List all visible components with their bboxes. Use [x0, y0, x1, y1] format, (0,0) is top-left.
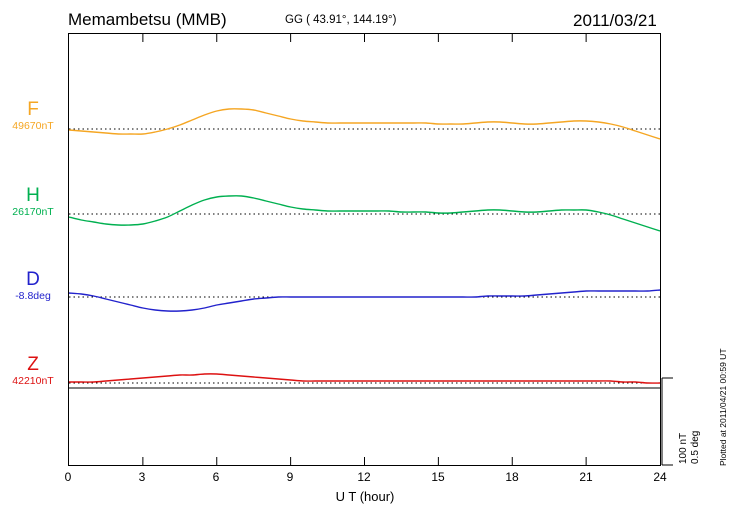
component-letter-Z: Z	[27, 354, 39, 375]
xtick-3: 3	[138, 470, 146, 484]
trace-F	[69, 108, 660, 140]
xtick-24: 24	[653, 470, 667, 484]
component-label-F: F 49670nT	[0, 100, 66, 133]
x-axis-label: U T (hour)	[335, 489, 395, 504]
magnetogram-traces	[69, 34, 660, 465]
component-label-D: D -8.8deg	[0, 270, 66, 303]
component-letter-F: F	[27, 99, 39, 120]
scale-label-deg: 0.5 deg	[690, 430, 701, 464]
trace-H	[69, 195, 660, 232]
component-label-H: H 26170nT	[0, 186, 66, 219]
scale-bar: 100 nT 0.5 deg	[661, 377, 701, 466]
xtick-15: 15	[431, 470, 445, 484]
trace-D	[69, 289, 660, 312]
component-letter-D: D	[26, 269, 40, 290]
date-label: 2011/03/21	[573, 11, 657, 30]
component-baseline-Z: 42210nT	[12, 375, 54, 387]
scale-label-nt: 100 nT	[678, 432, 689, 464]
component-baseline-D: -8.8deg	[15, 290, 51, 302]
xtick-21: 21	[579, 470, 593, 484]
xtick-18: 18	[505, 470, 519, 484]
trace-Z	[69, 373, 660, 384]
xtick-12: 12	[357, 470, 371, 484]
plot-area	[68, 33, 661, 466]
station-title: Memambetsu (MMB)	[68, 10, 227, 29]
scale-bar-graphic	[661, 377, 673, 466]
component-baseline-H: 26170nT	[12, 206, 54, 218]
component-letter-H: H	[26, 185, 40, 206]
geographic-coordinates: GG ( 43.91°, 144.19°)	[285, 14, 397, 26]
component-baseline-F: 49670nT	[12, 120, 54, 132]
xtick-6: 6	[212, 470, 220, 484]
xtick-9: 9	[286, 470, 294, 484]
plotted-at-label: Plotted at 2011/04/21 00:59 UT	[718, 348, 728, 466]
component-label-Z: Z 42210nT	[0, 355, 66, 388]
xtick-0: 0	[64, 470, 72, 484]
